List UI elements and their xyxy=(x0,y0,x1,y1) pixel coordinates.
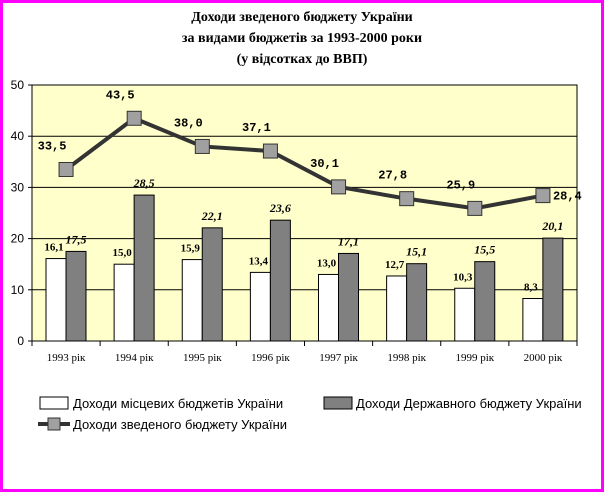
y-tick-label: 40 xyxy=(11,129,25,143)
bar-state xyxy=(65,250,87,342)
total-series-line xyxy=(64,115,544,211)
chart-title-line-1: Доходи зведеного бюджету України xyxy=(191,10,413,25)
y-axis: 0 10 20 30 40 50 xyxy=(11,78,578,348)
label-state: 20,1 xyxy=(541,219,563,233)
legend-swatch-local xyxy=(39,396,69,410)
y-tick-label: 10 xyxy=(11,283,25,297)
total-marker xyxy=(467,200,483,216)
x-tick-label: 1994 рік xyxy=(115,352,154,364)
total-marker xyxy=(331,179,347,195)
label-local: 13,0 xyxy=(317,257,337,269)
bars xyxy=(45,194,564,342)
x-tick-label: 1996 рік xyxy=(251,352,290,364)
x-tick-label: 1999 рік xyxy=(455,352,494,364)
label-local: 15,9 xyxy=(181,243,201,255)
y-tick-label: 0 xyxy=(17,334,24,348)
label-total: 28,4 xyxy=(553,190,582,204)
label-state: 23,6 xyxy=(269,201,291,215)
label-local: 12,7 xyxy=(385,259,405,271)
y-tick-label: 50 xyxy=(11,78,25,92)
bar-state xyxy=(269,219,291,342)
y-tick-label: 20 xyxy=(11,232,25,246)
legend: Доходи місцевих бюджетів України Доходи Д… xyxy=(38,396,582,432)
bar-local xyxy=(318,273,339,342)
bar-state xyxy=(406,263,428,342)
bar-local xyxy=(249,271,271,342)
bar-state xyxy=(338,252,359,342)
bar-local xyxy=(45,258,67,342)
legend-label-state: Доходи Державного бюджету України xyxy=(356,396,582,411)
label-state: 17,1 xyxy=(338,234,359,248)
bar-state xyxy=(133,194,155,342)
x-tick-label: 1995 рік xyxy=(183,352,222,364)
total-marker xyxy=(262,143,278,159)
x-tick-label: 1997 рік xyxy=(319,352,358,364)
legend-label-total: Доходи зведеного бюджету України xyxy=(73,417,287,432)
bar-local xyxy=(181,259,203,342)
label-state: 17,5 xyxy=(66,232,87,246)
chart-title-line-3: (у відсотках до ВВП) xyxy=(236,52,368,67)
x-axis: 1993 рік 1994 рік 1995 рік 1996 рік 1997 рік… xyxy=(31,340,578,364)
label-local: 16,1 xyxy=(44,242,63,254)
label-state: 28,5 xyxy=(133,176,155,190)
total-marker xyxy=(126,110,142,126)
total-marker xyxy=(194,138,210,154)
y-tick-label: 30 xyxy=(11,180,25,194)
x-tick-label: 2000 рік xyxy=(524,352,563,364)
label-local: 8,3 xyxy=(524,282,538,294)
label-state: 22,1 xyxy=(201,209,223,223)
bar-state xyxy=(474,261,496,342)
label-total: 38,0 xyxy=(174,116,203,130)
label-state: 15,5 xyxy=(474,243,495,257)
bar-local xyxy=(386,275,408,342)
bar-state xyxy=(542,237,564,342)
legend-label-local: Доходи місцевих бюджетів України xyxy=(73,396,283,411)
label-total: 33,5 xyxy=(38,139,67,153)
x-tick-label: 1998 рік xyxy=(387,352,426,364)
label-total: 25,9 xyxy=(446,178,475,192)
label-local: 15,0 xyxy=(113,247,133,259)
label-total: 27,8 xyxy=(378,169,407,183)
x-tick-label: 1993 рік xyxy=(47,352,86,364)
bar-local xyxy=(454,287,476,342)
label-state: 15,1 xyxy=(406,245,427,259)
legend-swatch-total-marker xyxy=(47,417,61,431)
bar-local xyxy=(113,263,135,342)
label-total: 30,1 xyxy=(310,157,339,171)
label-total: 37,1 xyxy=(242,121,271,135)
label-total: 43,5 xyxy=(106,88,135,102)
label-local: 13,4 xyxy=(249,255,269,267)
bar-local xyxy=(522,298,544,342)
chart-title-line-2: за видами бюджетів за 1993-2000 роки xyxy=(181,31,423,46)
total-marker xyxy=(535,188,551,204)
label-local: 10,3 xyxy=(453,271,473,283)
legend-swatch-state xyxy=(323,396,353,410)
total-marker xyxy=(399,191,415,207)
total-line xyxy=(58,110,551,216)
bar-state xyxy=(201,227,223,342)
total-marker xyxy=(58,161,74,177)
data-labels: 16,117,5 15,0 28,5 15,9 22,1 13,4 23,6 13,017,1… xyxy=(38,88,582,293)
